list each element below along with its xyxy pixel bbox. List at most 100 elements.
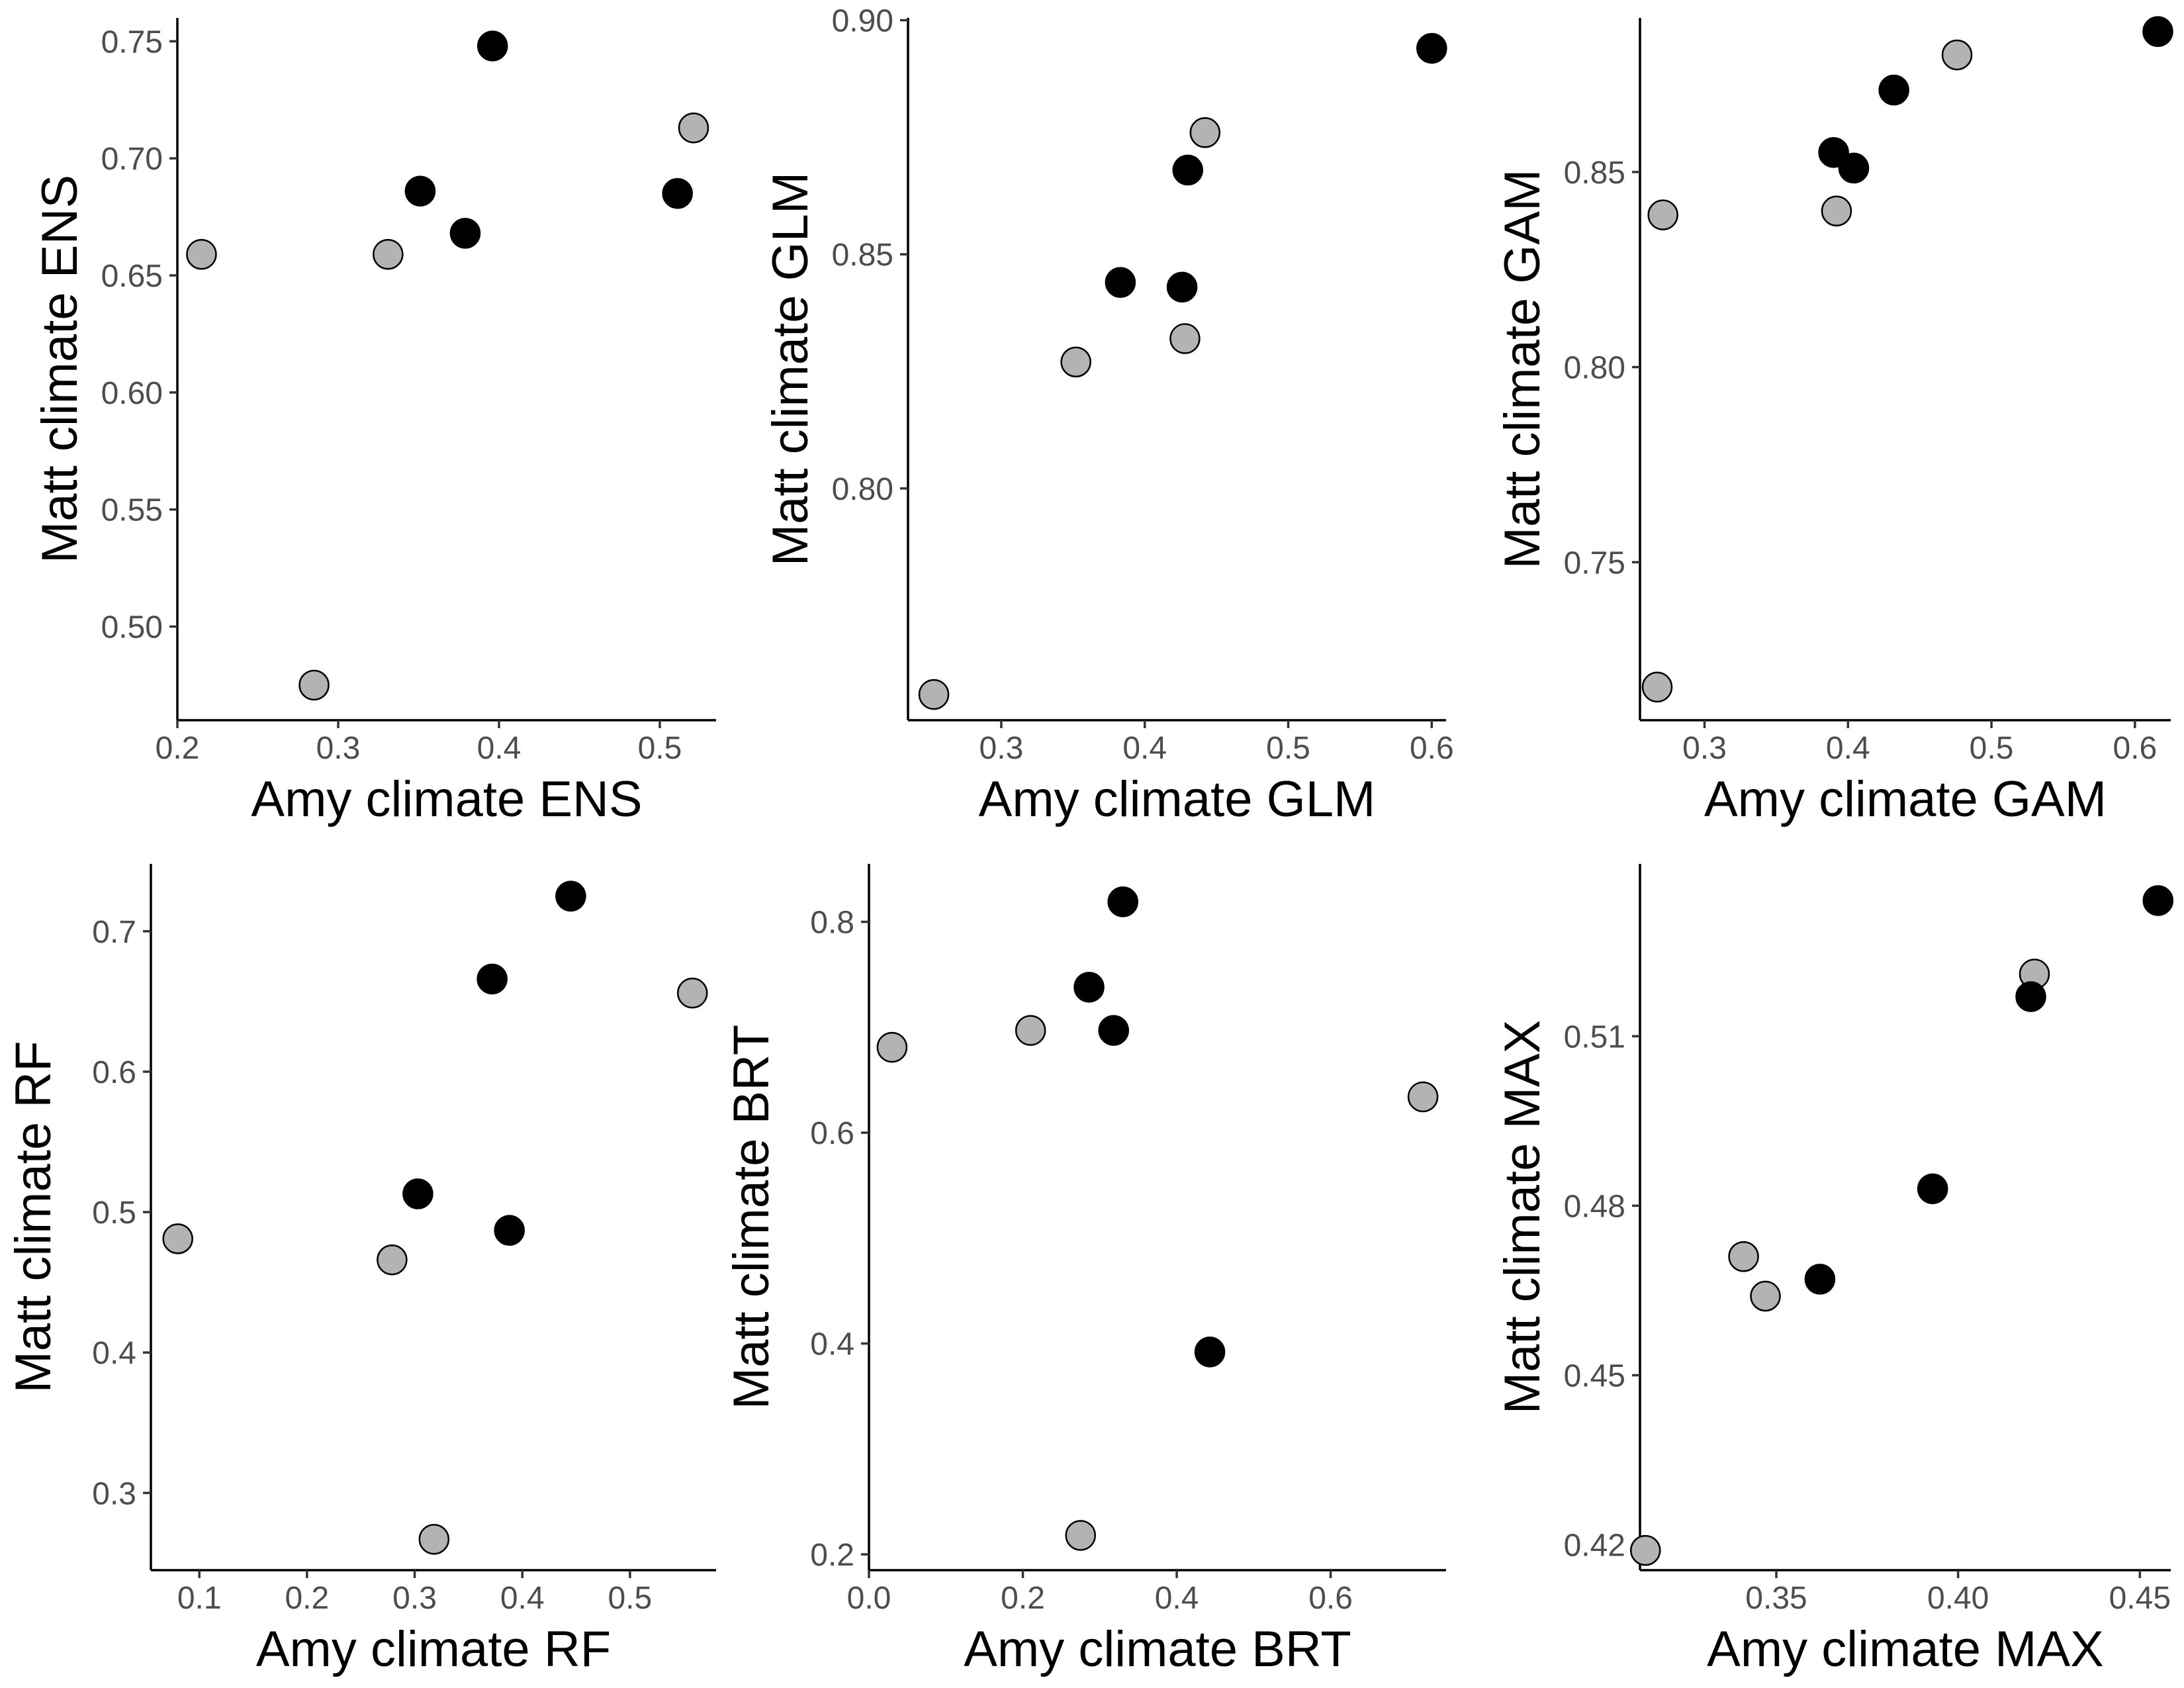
y-axis-title: Matt climate MAX xyxy=(1494,1020,1551,1414)
y-axis-title: Matt climate GLM xyxy=(762,172,819,566)
data-point-grey xyxy=(1629,1534,1661,1566)
y-tick-label: 0.6 xyxy=(810,1116,854,1151)
data-point-black xyxy=(1166,271,1198,303)
y-tick-label: 0.51 xyxy=(1564,1019,1625,1055)
x-axis-title: Amy climate BRT xyxy=(964,1621,1351,1677)
data-point-black xyxy=(1105,267,1136,298)
data-point-black xyxy=(494,1215,525,1246)
data-point-grey xyxy=(377,1244,408,1276)
data-point-grey xyxy=(1641,671,1673,703)
x-tick-label: 0.2 xyxy=(156,731,200,766)
x-axis-title: Amy climate MAX xyxy=(1707,1621,2104,1677)
data-point-grey xyxy=(298,669,330,701)
x-tick-label: 0.5 xyxy=(638,731,682,766)
y-tick-label: 0.55 xyxy=(101,493,163,528)
y-tick-label: 0.75 xyxy=(1564,545,1625,581)
x-tick-label: 0.3 xyxy=(1682,731,1727,766)
panel-1: 0.2 0.3 0.4 0.5 0.50 0.55 0.60 0.65 0.70 0.75 Amy … xyxy=(32,18,716,827)
x-tick-label: 0.35 xyxy=(1745,1581,1807,1616)
y-axis-title: Matt climate BRT xyxy=(723,1025,780,1409)
x-tick-label: 0.2 xyxy=(1001,1581,1045,1616)
y-tick-label: 0.4 xyxy=(810,1327,854,1362)
data-point-black xyxy=(477,30,508,62)
y-tick-label: 0.2 xyxy=(810,1538,854,1573)
x-tick-label: 0.6 xyxy=(2113,731,2157,766)
data-point-black xyxy=(1804,1264,1836,1295)
y-tick-label: 0.3 xyxy=(92,1476,136,1511)
data-point-grey xyxy=(1728,1241,1759,1272)
data-point-black xyxy=(449,218,481,249)
data-point-grey xyxy=(186,238,217,270)
x-tick-label: 0.45 xyxy=(2109,1581,2171,1616)
data-point-black xyxy=(1838,152,1870,184)
data-point-grey xyxy=(1821,195,1852,227)
data-point-black xyxy=(404,175,436,207)
x-tick-label: 0.4 xyxy=(1122,731,1167,766)
x-tick-label: 0.3 xyxy=(392,1581,437,1616)
data-point-black xyxy=(402,1178,433,1209)
panel-3: 0.3 0.4 0.5 0.6 0.75 0.80 0.85 Amy climate GAM M… xyxy=(1494,16,2173,827)
data-point-grey xyxy=(1750,1280,1781,1312)
data-point-grey xyxy=(1060,346,1091,378)
data-point-grey xyxy=(1169,323,1201,354)
y-tick-label: 0.70 xyxy=(101,142,163,177)
x-tick-label: 0.5 xyxy=(1970,731,2014,766)
x-tick-label: 0.3 xyxy=(316,731,361,766)
y-tick-label: 0.90 xyxy=(832,4,893,39)
data-point-black xyxy=(1194,1336,1226,1368)
x-tick-label: 0.40 xyxy=(1927,1581,1989,1616)
data-point-grey xyxy=(1941,39,1973,71)
y-tick-label: 0.65 xyxy=(101,259,163,294)
data-point-grey xyxy=(1189,117,1221,148)
x-tick-label: 0.5 xyxy=(608,1581,652,1616)
x-tick-label: 0.0 xyxy=(847,1581,891,1616)
y-tick-label: 0.85 xyxy=(1564,156,1625,191)
x-axis-title: Amy climate GAM xyxy=(1704,771,2107,827)
y-tick-label: 0.75 xyxy=(101,24,163,60)
y-tick-label: 0.7 xyxy=(92,915,136,950)
data-point-grey xyxy=(678,112,709,144)
data-point-grey xyxy=(876,1031,908,1063)
x-tick-label: 0.3 xyxy=(979,731,1024,766)
y-tick-label: 0.5 xyxy=(92,1196,136,1231)
data-point-black xyxy=(2142,885,2174,916)
data-point-black xyxy=(2015,981,2046,1012)
y-tick-label: 0.85 xyxy=(832,238,893,273)
data-point-grey xyxy=(1015,1015,1046,1046)
data-point-black xyxy=(1098,1015,1129,1046)
y-tick-label: 0.42 xyxy=(1564,1528,1625,1564)
y-tick-label: 0.8 xyxy=(810,906,854,941)
data-point-black xyxy=(662,178,693,209)
data-point-black xyxy=(1917,1173,1948,1205)
x-tick-label: 0.4 xyxy=(477,731,522,766)
y-tick-label: 0.45 xyxy=(1564,1359,1625,1394)
data-point-black xyxy=(555,880,586,912)
data-point-grey xyxy=(1065,1520,1096,1551)
x-tick-label: 0.4 xyxy=(500,1581,545,1616)
data-point-black xyxy=(1878,74,1909,106)
panel-4: 0.1 0.2 0.3 0.4 0.5 0.3 0.4 0.5 0.6 0.7 Amy climat… xyxy=(5,864,716,1677)
x-tick-label: 0.2 xyxy=(285,1581,329,1616)
data-point-black xyxy=(1107,886,1138,917)
y-tick-label: 0.48 xyxy=(1564,1189,1625,1224)
data-point-grey xyxy=(1407,1081,1439,1113)
data-point-black xyxy=(1172,154,1204,186)
x-tick-label: 0.6 xyxy=(1410,731,1454,766)
x-tick-label: 0.4 xyxy=(1155,1581,1199,1616)
panel-2: 0.3 0.4 0.5 0.6 0.80 0.85 0.90 Amy climate GLM M… xyxy=(762,4,1454,827)
y-tick-label: 0.4 xyxy=(92,1336,136,1371)
panel-5: 0.0 0.2 0.4 0.6 0.2 0.4 0.6 0.8 Amy climate BRT M… xyxy=(723,864,1446,1677)
data-point-black xyxy=(2142,16,2173,47)
data-point-black xyxy=(1416,32,1447,64)
y-axis-title: Matt climate GAM xyxy=(1494,169,1551,569)
y-tick-label: 0.80 xyxy=(832,472,893,507)
x-tick-label: 0.5 xyxy=(1266,731,1310,766)
data-point-grey xyxy=(918,679,950,710)
x-axis-title: Amy climate ENS xyxy=(251,771,642,827)
x-tick-label: 0.1 xyxy=(177,1581,222,1616)
data-point-black xyxy=(1073,972,1105,1003)
data-point-black xyxy=(477,963,508,995)
x-axis-title: Amy climate RF xyxy=(256,1621,611,1677)
panel-6: 0.35 0.40 0.45 0.42 0.45 0.48 0.51 Amy climate … xyxy=(1494,864,2174,1677)
